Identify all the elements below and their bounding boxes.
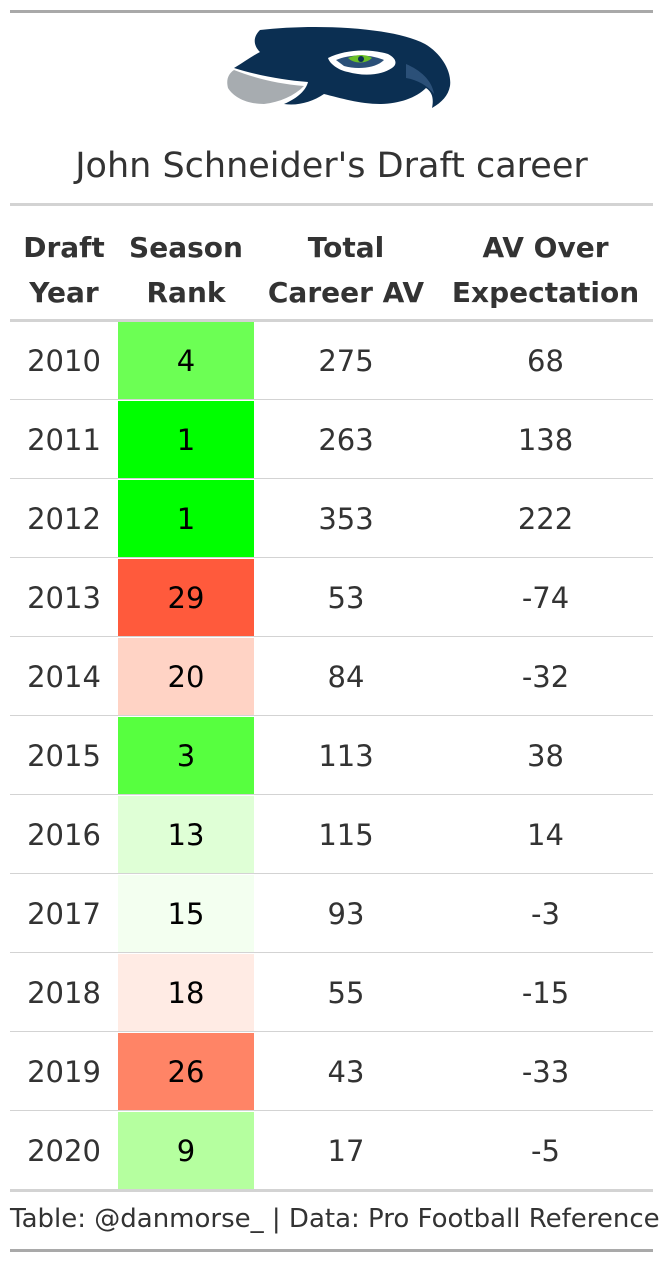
av-over-expectation-cell: 222 [517,502,574,536]
draft-year-cell: 2016 [27,818,101,852]
season-rank-color-cell [118,1112,254,1190]
bottom-rule [10,1249,653,1252]
av-over-expectation-cell: 138 [517,423,574,457]
season-rank-cell: 1 [176,423,196,457]
table-row: 2016 13 115 14 [10,796,653,874]
column-header-line: Draft [23,231,105,264]
total-career-av-cell: 55 [327,976,365,1010]
column-header-line: AV Over [482,231,609,264]
row-divider [10,1031,653,1032]
draft-year-cell: 2011 [27,423,101,457]
av-over-expectation-cell: -32 [521,660,570,694]
table-row: 2018 18 55 -15 [10,954,653,1032]
total-career-av-cell: 17 [327,1134,365,1168]
table-row: 2011 1 263 138 [10,401,653,479]
row-divider [10,1110,653,1111]
draft-year-cell: 2014 [27,660,101,694]
season-rank-color-cell [118,322,254,400]
table-row: 2017 15 93 -3 [10,875,653,953]
season-rank-color-cell [118,954,254,1032]
season-rank-color-cell [118,717,254,795]
column-header-line: Rank [146,276,226,309]
column-header-av-over-expectation: AV Over Expectation [438,222,653,318]
season-rank-cell: 13 [167,818,205,852]
column-header-line: Year [29,276,99,309]
av-over-expectation-cell: -74 [521,581,570,615]
total-career-av-cell: 93 [327,897,365,931]
row-divider [10,636,653,637]
season-rank-cell: 18 [167,976,205,1010]
draft-year-cell: 2018 [27,976,101,1010]
column-header-line: Season [129,231,243,264]
av-over-expectation-cell: 14 [527,818,564,852]
total-career-av-cell: 115 [318,818,374,852]
season-rank-cell: 20 [167,660,205,694]
header-top-rule [10,203,653,206]
av-over-expectation-cell: -5 [531,1134,560,1168]
draft-year-cell: 2020 [27,1134,101,1168]
season-rank-cell: 26 [167,1055,205,1089]
total-career-av-cell: 43 [327,1055,365,1089]
season-rank-color-cell [118,480,254,558]
draft-year-cell: 2017 [27,897,101,931]
table-row: 2019 26 43 -33 [10,1033,653,1111]
total-career-av-cell: 113 [318,739,374,773]
draft-year-cell: 2013 [27,581,101,615]
table-row: 2020 9 17 -5 [10,1112,653,1190]
column-header-line: Career AV [267,276,425,309]
table-row: 2012 1 353 222 [10,480,653,558]
season-rank-cell: 1 [176,502,196,536]
av-over-expectation-cell: -3 [531,897,560,931]
column-header-total-career-av: Total Career AV [254,222,438,318]
seattle-seahawks-logo-icon [227,26,451,109]
season-rank-color-cell [118,401,254,479]
row-divider [10,399,653,400]
table-row: 2013 29 53 -74 [10,559,653,637]
row-divider [10,794,653,795]
table-row: 2014 20 84 -32 [10,638,653,716]
table-source-note: Table: @danmorse_ | Data: Pro Football R… [10,1204,660,1234]
season-rank-cell: 29 [167,581,205,615]
total-career-av-cell: 84 [327,660,365,694]
table-figure: John Schneider's Draft career Draft Year … [10,0,660,1264]
season-rank-cell: 3 [176,739,196,773]
season-rank-color-cell [118,638,254,716]
av-over-expectation-cell: -33 [521,1055,570,1089]
row-divider [10,952,653,953]
season-rank-color-cell [118,559,254,637]
table-row: 2015 3 113 38 [10,717,653,795]
total-career-av-cell: 275 [318,344,374,378]
column-header-draft-year: Draft Year [10,222,118,318]
row-divider [10,557,653,558]
season-rank-color-cell [118,875,254,953]
season-rank-cell: 15 [167,897,205,931]
column-header-line: Expectation [451,276,640,309]
season-rank-color-cell [118,796,254,874]
header-bottom-rule [10,319,653,322]
table-bottom-rule [10,1189,653,1192]
draft-year-cell: 2012 [27,502,101,536]
av-over-expectation-cell: -15 [521,976,570,1010]
av-over-expectation-cell: 38 [527,739,564,773]
row-divider [10,478,653,479]
row-divider [10,715,653,716]
column-header-season-rank: Season Rank [118,222,254,318]
draft-year-cell: 2019 [27,1055,101,1089]
total-career-av-cell: 263 [318,423,374,457]
column-header-line: Total [307,231,385,264]
av-over-expectation-cell: 68 [527,344,564,378]
draft-year-cell: 2015 [27,739,101,773]
total-career-av-cell: 353 [318,502,374,536]
table-row: 2010 4 275 68 [10,322,653,400]
total-career-av-cell: 53 [327,581,365,615]
season-rank-cell: 9 [176,1134,196,1168]
row-divider [10,873,653,874]
season-rank-color-cell [118,1033,254,1111]
season-rank-cell: 4 [176,344,196,378]
draft-year-cell: 2010 [27,344,101,378]
top-rule [10,10,653,13]
table-title: John Schneider's Draft career [75,146,588,186]
